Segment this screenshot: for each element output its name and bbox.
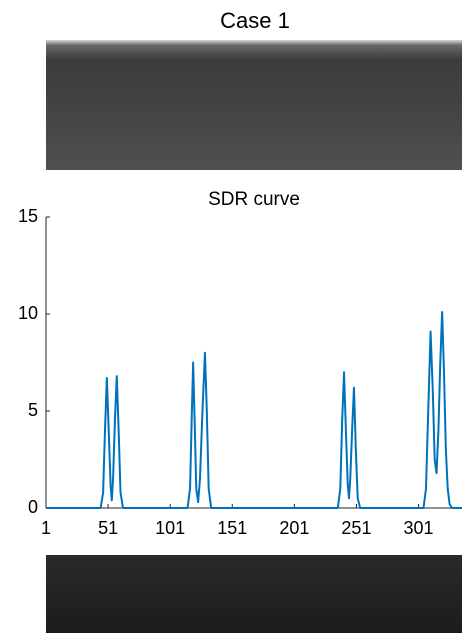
x-tick-label: 301 <box>404 518 434 538</box>
data-line <box>46 311 462 509</box>
x-tick-label: 251 <box>341 518 371 538</box>
y-tick-label: 5 <box>28 400 38 420</box>
y-tick-label: 0 <box>28 497 38 517</box>
y-tick-label: 10 <box>18 303 38 323</box>
x-tick-label: 101 <box>155 518 185 538</box>
bottom-image <box>46 555 462 633</box>
figure-title: Case 1 <box>220 8 290 33</box>
chart-title: SDR curve <box>208 189 300 210</box>
y-tick-label: 15 <box>18 206 38 226</box>
x-tick-label: 201 <box>279 518 309 538</box>
x-tick-label: 1 <box>41 518 51 538</box>
x-tick-label: 151 <box>217 518 247 538</box>
x-tick-label: 51 <box>98 518 118 538</box>
top-image <box>46 40 462 170</box>
